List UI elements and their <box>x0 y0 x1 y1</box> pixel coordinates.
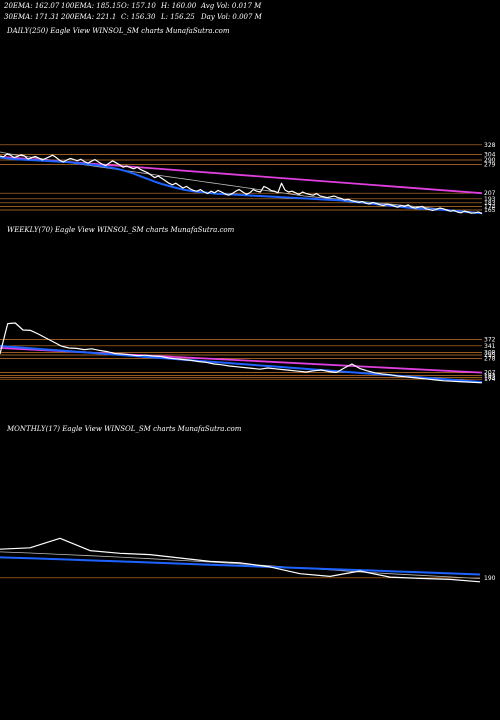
monthly-ema-slow-line <box>0 551 481 579</box>
ema20-label: 20EMA: 162.07 <box>4 2 60 10</box>
weekly-level-label: 278 <box>484 355 496 362</box>
daily-level-label: 207 <box>484 190 496 197</box>
weekly-level-label: 341 <box>484 343 496 350</box>
weekly-level-label: 207 <box>484 370 496 377</box>
day-vol-label: Day Vol: 0.007 M <box>201 13 262 21</box>
weekly-level-label: 193 <box>484 372 496 379</box>
daily-level-label: 193 <box>484 196 496 203</box>
daily-level-label: 290 <box>484 157 496 164</box>
open-label: O: 157.10 <box>121 2 156 10</box>
daily-level-label: 174 <box>484 203 496 210</box>
weekly-panel-title: WEEKLY(70) Eagle View WINSOL_SM charts M… <box>7 226 235 234</box>
monthly-ema-fast-line <box>0 556 481 576</box>
weekly-level-label: 308 <box>484 349 496 356</box>
weekly-ema-fast-line <box>0 345 483 383</box>
daily-level-label: 328 <box>484 142 496 149</box>
daily-ema-slow-line <box>0 151 483 214</box>
high-label: H: 160.00 <box>161 2 197 10</box>
daily-level-label: 304 <box>484 151 496 158</box>
daily-level-label: 183 <box>484 200 496 207</box>
weekly-price-line <box>0 322 483 384</box>
daily-ema-fast-line <box>0 156 483 215</box>
daily-panel-title: DAILY(250) Eagle View WINSOL_SM charts M… <box>7 27 230 35</box>
ema30-label: 30EMA: 171.31 <box>4 13 60 21</box>
daily-level-label: 165 <box>484 207 496 214</box>
low-label: L: 156.25 <box>161 13 195 21</box>
ema100-label: 100EMA: 185.15 <box>61 2 121 10</box>
close-label: C: 156.30 <box>121 13 156 21</box>
weekly-level-label: 295 <box>484 352 496 359</box>
weekly-level-label: 372 <box>484 337 496 344</box>
monthly-level-label: 190 <box>484 575 496 582</box>
monthly-panel-title: MONTHLY(17) Eagle View WINSOL_SM charts … <box>7 425 242 433</box>
monthly-price-line <box>0 537 481 583</box>
avg-vol-label: Avg Vol: 0.017 M <box>201 2 262 10</box>
weekly-level-label: 174 <box>484 376 496 383</box>
daily-price-line <box>0 153 483 215</box>
daily-level-label: 279 <box>484 161 496 168</box>
weekly-level-label: 183 <box>484 374 496 381</box>
ema200-label: 200EMA: 221.1 <box>61 13 117 21</box>
